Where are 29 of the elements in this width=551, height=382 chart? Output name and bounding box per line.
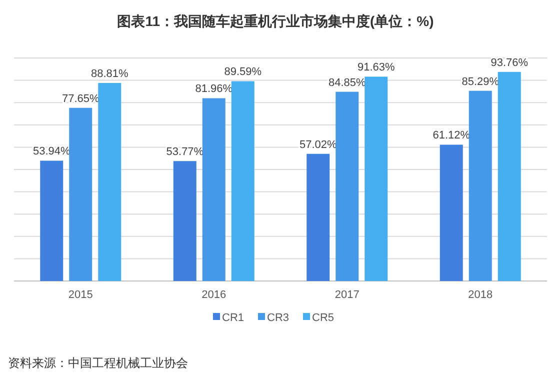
data-label: 61.12% bbox=[432, 130, 470, 142]
bar bbox=[98, 82, 122, 281]
legend-label: CR5 bbox=[312, 312, 334, 324]
bar bbox=[173, 161, 196, 281]
bar bbox=[69, 108, 92, 281]
bar bbox=[468, 90, 492, 281]
legend-label: CR1 bbox=[222, 312, 244, 324]
data-label: 93.76% bbox=[490, 56, 528, 69]
bar bbox=[440, 144, 463, 281]
x-tick-label: 2017 bbox=[334, 289, 360, 301]
data-label: 91.63% bbox=[357, 62, 395, 74]
bar bbox=[40, 160, 64, 281]
x-tick-label: 2015 bbox=[68, 289, 93, 301]
data-label: 85.29% bbox=[462, 76, 500, 88]
bar bbox=[498, 72, 521, 281]
legend-label: CR3 bbox=[267, 312, 290, 324]
text: 资料来源：中国工程机械工业协会 bbox=[8, 356, 188, 370]
bar bbox=[306, 154, 330, 281]
bar bbox=[231, 81, 254, 281]
bar bbox=[202, 98, 226, 281]
bar bbox=[364, 76, 388, 281]
data-label: 81.96% bbox=[195, 83, 233, 96]
x-tick-label: 2018 bbox=[468, 289, 493, 301]
bar bbox=[336, 92, 359, 281]
data-label: 88.81% bbox=[90, 68, 128, 80]
chart-title: 图表11：我国随车起重机行业市场集中度(单位：%) bbox=[117, 13, 434, 29]
data-label: 89.59% bbox=[224, 66, 262, 78]
x-tick-label: 2016 bbox=[202, 289, 226, 301]
data-label: 53.77% bbox=[166, 146, 204, 158]
